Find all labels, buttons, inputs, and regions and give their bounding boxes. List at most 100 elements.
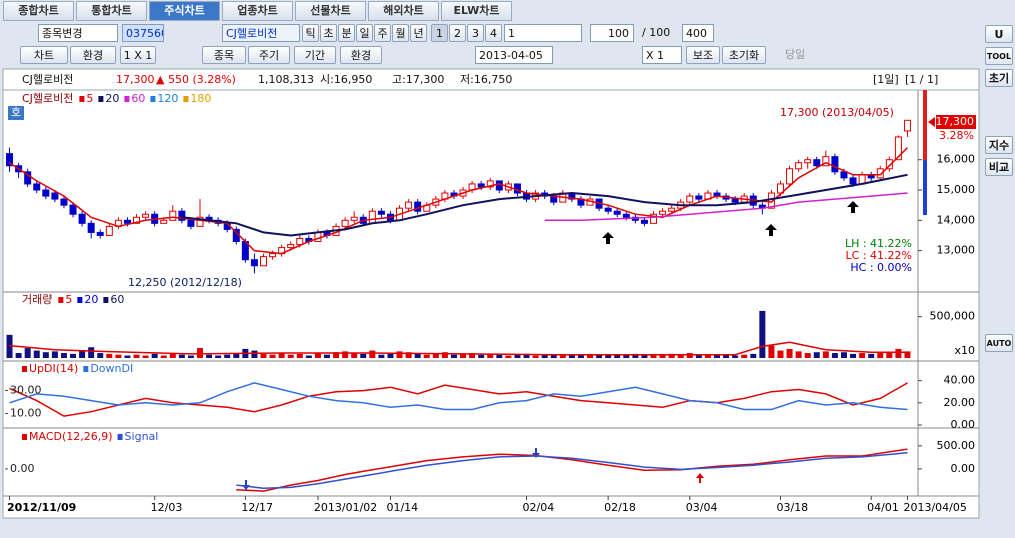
tab[interactable]: 통합차트 [76, 1, 147, 21]
toolbar-button[interactable]: X 1 [642, 46, 682, 64]
legend-item: 180 [190, 92, 211, 105]
side-tool[interactable]: 지수 [985, 136, 1013, 154]
toolbar-button[interactable]: 환경 [70, 46, 116, 64]
y-tick-label: 500.00 [937, 439, 976, 452]
toolbar-button[interactable]: 환경 [340, 46, 382, 64]
count-input[interactable]: 100 [590, 24, 634, 42]
toolbar-button[interactable]: 종목 [202, 46, 246, 64]
volume-bar [124, 355, 131, 358]
volume-bar [732, 355, 739, 358]
info-name: CJ헬로비전 [22, 73, 73, 86]
x-tick-label: 2013/04/05 [903, 501, 966, 514]
volume-bar [541, 354, 548, 358]
toolbar-button[interactable]: 1 X 1 [120, 46, 156, 64]
volume-bar [405, 352, 412, 358]
toolbar-button[interactable]: 초기화 [722, 46, 766, 64]
volume-bar [514, 354, 521, 358]
candle-body [659, 210, 667, 215]
tab[interactable]: 선물차트 [295, 1, 366, 21]
side-tool[interactable]: 초기 [985, 69, 1013, 87]
volume-bar [396, 351, 403, 358]
legend-item: Signal [125, 430, 159, 443]
volume-bar [641, 354, 648, 358]
tab[interactable]: 주식차트 [149, 1, 220, 21]
toolbar-button[interactable]: 2013-04-05 [475, 46, 553, 64]
volume-bar [24, 348, 31, 358]
last-arrow [928, 117, 935, 127]
candle-body [123, 219, 131, 224]
tab[interactable]: ELW차트 [441, 1, 512, 21]
side-tool[interactable]: AUTO [985, 334, 1013, 352]
toolbar-button[interactable]: 기간 [294, 46, 336, 64]
num-button[interactable]: 2 [449, 24, 466, 42]
candle-body [24, 171, 32, 185]
num-button[interactable]: 3 [467, 24, 484, 42]
num-button[interactable]: 4 [485, 24, 502, 42]
period-button[interactable]: 초 [320, 24, 337, 42]
high-label: 17,300 (2013/04/05) [780, 106, 894, 119]
legend-name: CJ헬로비전 [22, 92, 73, 105]
volume-bar [287, 354, 294, 358]
volume-bar [587, 355, 594, 358]
toolbar-button[interactable]: 차트 [20, 46, 68, 64]
unit-select[interactable]: 1 [504, 24, 582, 42]
chart-area [2, 89, 980, 519]
period-button[interactable]: 주 [374, 24, 391, 42]
candle-body [477, 183, 485, 188]
num-button[interactable]: 1 [431, 24, 448, 42]
volume-bar [723, 354, 730, 358]
y2-tick-label: 30.00 [10, 383, 42, 396]
tab[interactable]: 해외차트 [368, 1, 439, 21]
period-button[interactable]: 일 [356, 24, 373, 42]
code-input[interactable]: 037560 [122, 24, 164, 42]
period-button[interactable]: 년 [410, 24, 427, 42]
legend-item: 20 [84, 293, 98, 306]
period-button[interactable]: 분 [338, 24, 355, 42]
period-button[interactable]: 틱 [302, 24, 319, 42]
candle-body [42, 189, 50, 197]
volume-bar [106, 353, 113, 358]
side-tool[interactable]: TOOL [985, 47, 1013, 65]
side-tool[interactable]: 비교 [985, 158, 1013, 176]
period-button[interactable]: 월 [392, 24, 409, 42]
volume-bar [886, 352, 893, 358]
volume-bar [496, 354, 503, 358]
today-label[interactable]: 당일 [785, 48, 806, 61]
candle-body [296, 237, 304, 246]
volume-bar [51, 351, 58, 358]
item-change-select[interactable]: 종목변경 [38, 24, 118, 42]
candle-body [350, 216, 358, 221]
volume-bar [160, 355, 167, 358]
side-tool[interactable]: U [985, 25, 1013, 43]
view-input[interactable]: 400 [682, 24, 714, 42]
tab[interactable]: 업종차트 [222, 1, 293, 21]
volume-bar [6, 334, 13, 358]
candle-body [795, 162, 803, 170]
volume-bar [387, 353, 394, 358]
toolbar-button[interactable]: 보조 [686, 46, 720, 64]
volume-bar [269, 354, 276, 358]
volume-bar [169, 353, 176, 358]
volume-bar [813, 352, 820, 358]
candle-body [885, 159, 893, 170]
info-high: 고:17,300 [392, 73, 444, 86]
tab[interactable]: 종합차트 [3, 1, 74, 21]
volume-bar [904, 351, 911, 358]
candle-body [731, 198, 739, 203]
x-tick-label: 03/18 [776, 501, 808, 514]
volume-bar [532, 355, 539, 358]
last-pct: 3.28% [939, 129, 974, 142]
candle-body [287, 244, 295, 249]
candle-body [78, 213, 86, 224]
legend-name: 거래량 [22, 293, 52, 306]
toolbar-button[interactable]: 주기 [248, 46, 290, 64]
volume-bar [333, 352, 340, 358]
candle-body [368, 210, 376, 224]
candle-body [178, 210, 186, 221]
last-box [936, 115, 976, 129]
volume-bar [505, 355, 512, 358]
item-name[interactable]: CJ헬로비전 [222, 24, 300, 42]
candle-body [686, 195, 694, 203]
volume-bar [750, 353, 757, 358]
volume-bar [369, 350, 376, 358]
